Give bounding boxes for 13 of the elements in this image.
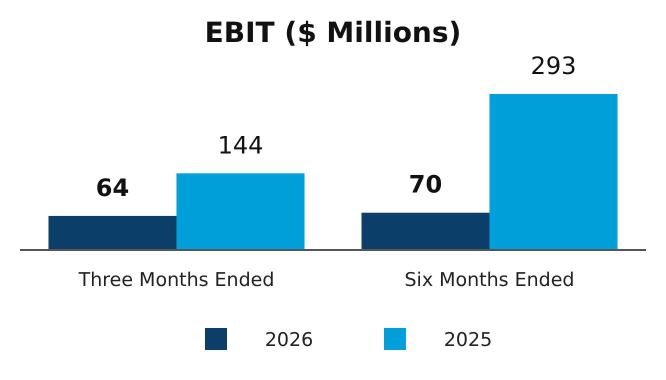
bar [490,94,618,250]
legend-label: 2026 [264,329,314,351]
bar [176,173,304,250]
x-tick-label: Three Months Ended [78,269,274,291]
data-label: 64 [96,174,130,202]
data-label: 144 [218,131,264,160]
chart-title: EBIT ($ Millions) [204,16,462,49]
bar [362,212,490,250]
x-tick-label: Six Months Ended [404,269,574,291]
bar [48,216,176,250]
legend-label: 2025 [444,329,492,351]
data-label: 70 [408,170,442,199]
data-label: 293 [530,52,576,80]
